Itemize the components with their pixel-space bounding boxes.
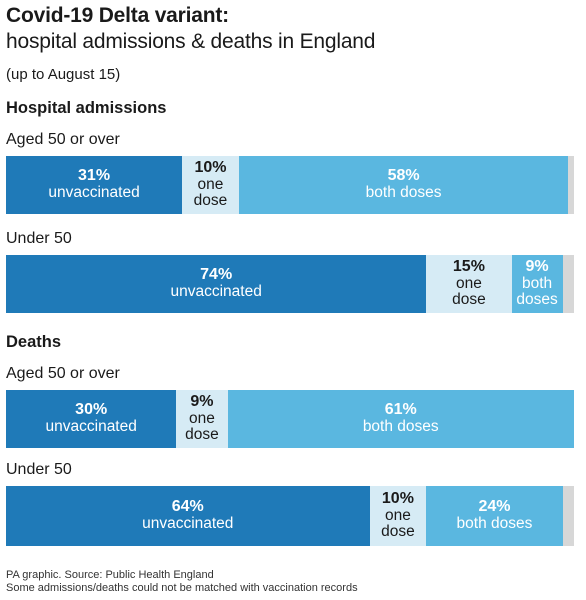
source-note: PA graphic. Source: Public Health Englan… (6, 569, 214, 581)
data-label-category: dose (452, 291, 486, 309)
data-label-percent: 64% (171, 498, 204, 516)
data-label-category: both doses (456, 515, 533, 533)
data-label-category: unvaccinated (142, 515, 234, 533)
chart-subtitle: hospital admissions & deaths in England (6, 30, 376, 53)
data-label-percent: 74% (200, 266, 233, 284)
data-label-category: dose (193, 192, 228, 210)
data-label-category: both doses (362, 418, 439, 436)
data-label-category: one (189, 410, 215, 428)
footnote: Some admissions/deaths could not be matc… (6, 582, 358, 594)
section-title-admissions: Hospital admissions (6, 99, 167, 117)
data-label-category: doses (516, 291, 558, 309)
section-title-deaths: Deaths (6, 333, 62, 351)
bar-segment-unvaccinated: 64% unvaccinated (6, 486, 370, 546)
chart-title: Covid-19 Delta variant: (6, 4, 229, 27)
group-label-deaths-50-plus: Aged 50 or over (6, 365, 120, 382)
bar-segment-both-doses: 24% both doses (426, 486, 563, 546)
data-label-category: dose (381, 523, 415, 541)
data-label-percent: 58% (387, 167, 420, 185)
group-label-adm-50-plus: Aged 50 or over (6, 131, 120, 148)
data-label-category: both (521, 275, 553, 293)
data-label-category: unvaccinated (48, 184, 140, 202)
bar-segment-unvaccinated: 30% unvaccinated (6, 390, 177, 448)
bar-segment-unvaccinated: 31% unvaccinated (6, 156, 183, 214)
stacked-bar: 64% unvaccinated 10% one dose 24% both doses (6, 486, 574, 546)
data-label-percent: 61% (384, 401, 417, 419)
bar-segment-both-doses: 9% both doses (511, 255, 563, 313)
date-note: (up to August 15) (6, 66, 121, 83)
data-label-percent: 31% (78, 167, 111, 185)
data-label-category: one (455, 275, 482, 293)
data-label-percent: 9% (525, 258, 549, 276)
bar-segment-both-doses: 58% both doses (238, 156, 569, 214)
data-label-category: one (384, 507, 411, 525)
data-label-percent: 24% (478, 498, 511, 516)
data-label-percent: 30% (75, 401, 108, 419)
data-label-category: unvaccinated (45, 418, 137, 436)
data-label-category: dose (185, 426, 219, 444)
data-label-percent: 9% (190, 393, 214, 411)
bar-segment-one-dose: 15% one dose (426, 255, 512, 313)
stacked-bar: 31% unvaccinated 10% one dose 58% both doses (6, 156, 574, 214)
data-label-category: both doses (365, 184, 442, 202)
stacked-bar: 74% unvaccinated 15% one dose 9% both doses (6, 255, 574, 313)
bar-segment-one-dose: 9% one dose (176, 390, 228, 448)
data-label-percent: 10% (194, 159, 227, 177)
group-label-adm-under-50: Under 50 (6, 230, 72, 247)
group-label-deaths-under-50: Under 50 (6, 461, 72, 478)
data-label-percent: 10% (381, 490, 414, 508)
stacked-bar: 30% unvaccinated 9% one dose 61% both doses (6, 390, 574, 448)
bar-segment-both-doses: 61% both doses (227, 390, 574, 448)
data-label-percent: 15% (452, 258, 485, 276)
bar-segment-unvaccinated: 74% unvaccinated (6, 255, 427, 313)
bar-segment-one-dose: 10% one dose (369, 486, 427, 546)
data-label-category: unvaccinated (170, 283, 262, 301)
data-label-category: one (197, 176, 224, 194)
bar-segment-one-dose: 10% one dose (182, 156, 239, 214)
